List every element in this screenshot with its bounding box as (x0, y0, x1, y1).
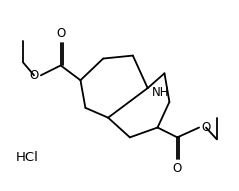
Text: O: O (30, 69, 39, 82)
Text: NH: NH (152, 86, 169, 99)
Text: O: O (56, 27, 65, 40)
Text: O: O (201, 121, 210, 134)
Text: HCl: HCl (16, 151, 39, 163)
Text: O: O (173, 162, 182, 175)
